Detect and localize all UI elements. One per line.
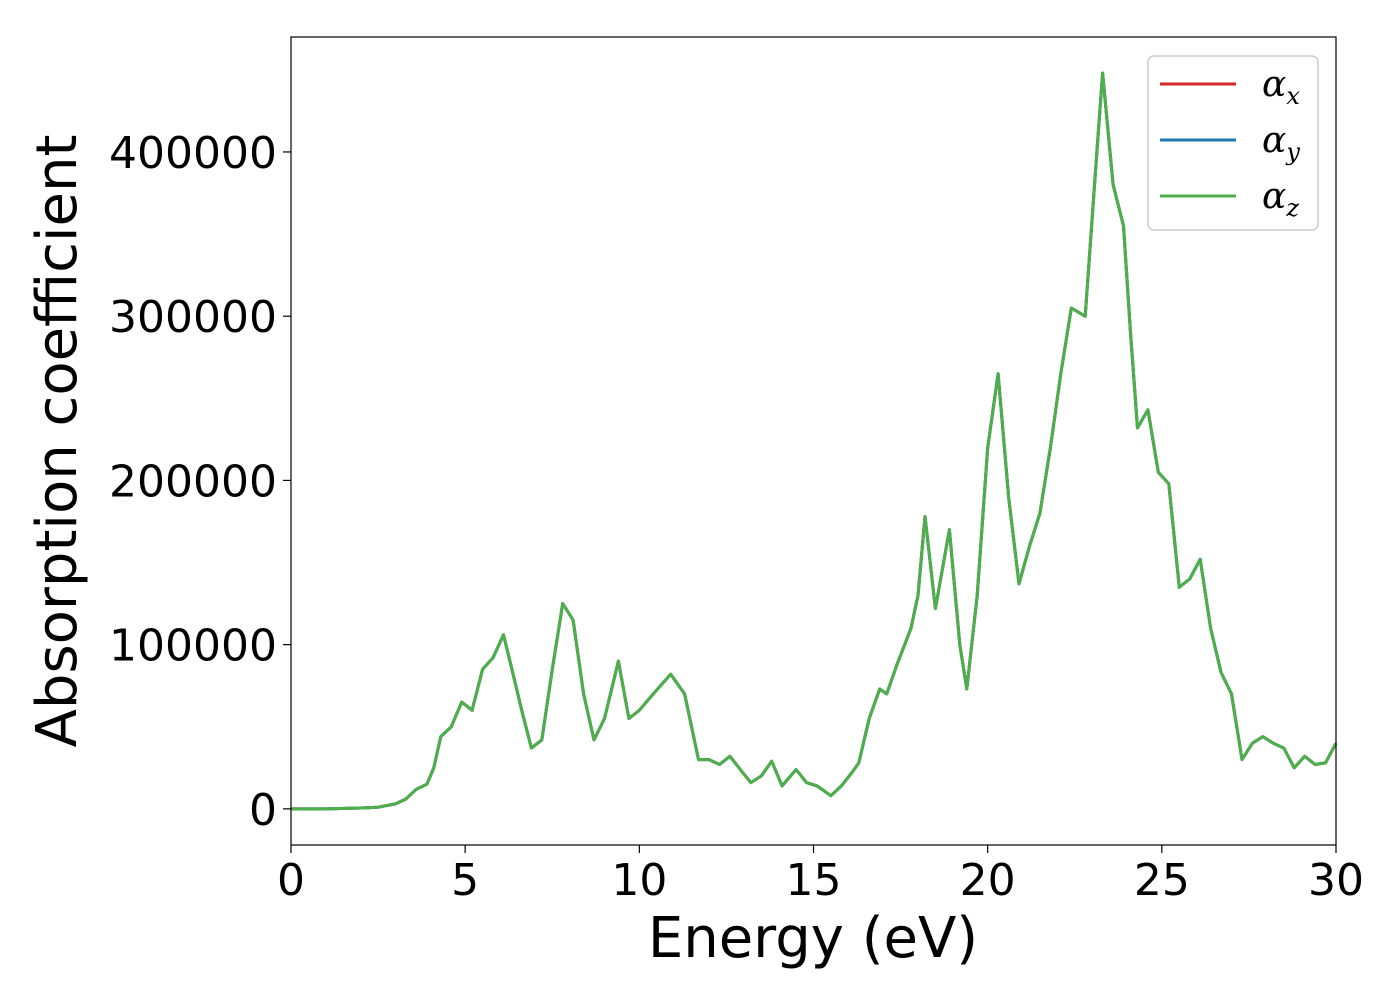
x-tick-label: 0 <box>277 855 305 906</box>
x-tick-label: 20 <box>960 855 1016 906</box>
series-line-alpha-z <box>291 71 1338 811</box>
y-tick-label: 100000 <box>109 621 277 672</box>
y-tick-label: 300000 <box>109 292 277 343</box>
x-tick-label: 25 <box>1134 855 1190 906</box>
y-tick-label: 200000 <box>109 456 277 507</box>
y-tick-label: 0 <box>249 785 277 836</box>
x-tick-label: 10 <box>611 855 667 906</box>
x-tick-label: 5 <box>451 855 479 906</box>
series-layer <box>291 71 1338 811</box>
x-tick-label: 15 <box>786 855 842 906</box>
y-tick-label: 400000 <box>109 128 277 179</box>
y-axis-title: Absorption coefficient <box>25 135 90 748</box>
x-axis-title: Energy (eV) <box>648 906 978 971</box>
legend-box <box>1147 55 1319 231</box>
x-tick-label: 30 <box>1308 855 1364 906</box>
y-axis: 0 100000 200000 300000 400000 <box>109 128 291 836</box>
x-axis: 0 5 10 15 20 25 30 <box>277 845 1364 906</box>
